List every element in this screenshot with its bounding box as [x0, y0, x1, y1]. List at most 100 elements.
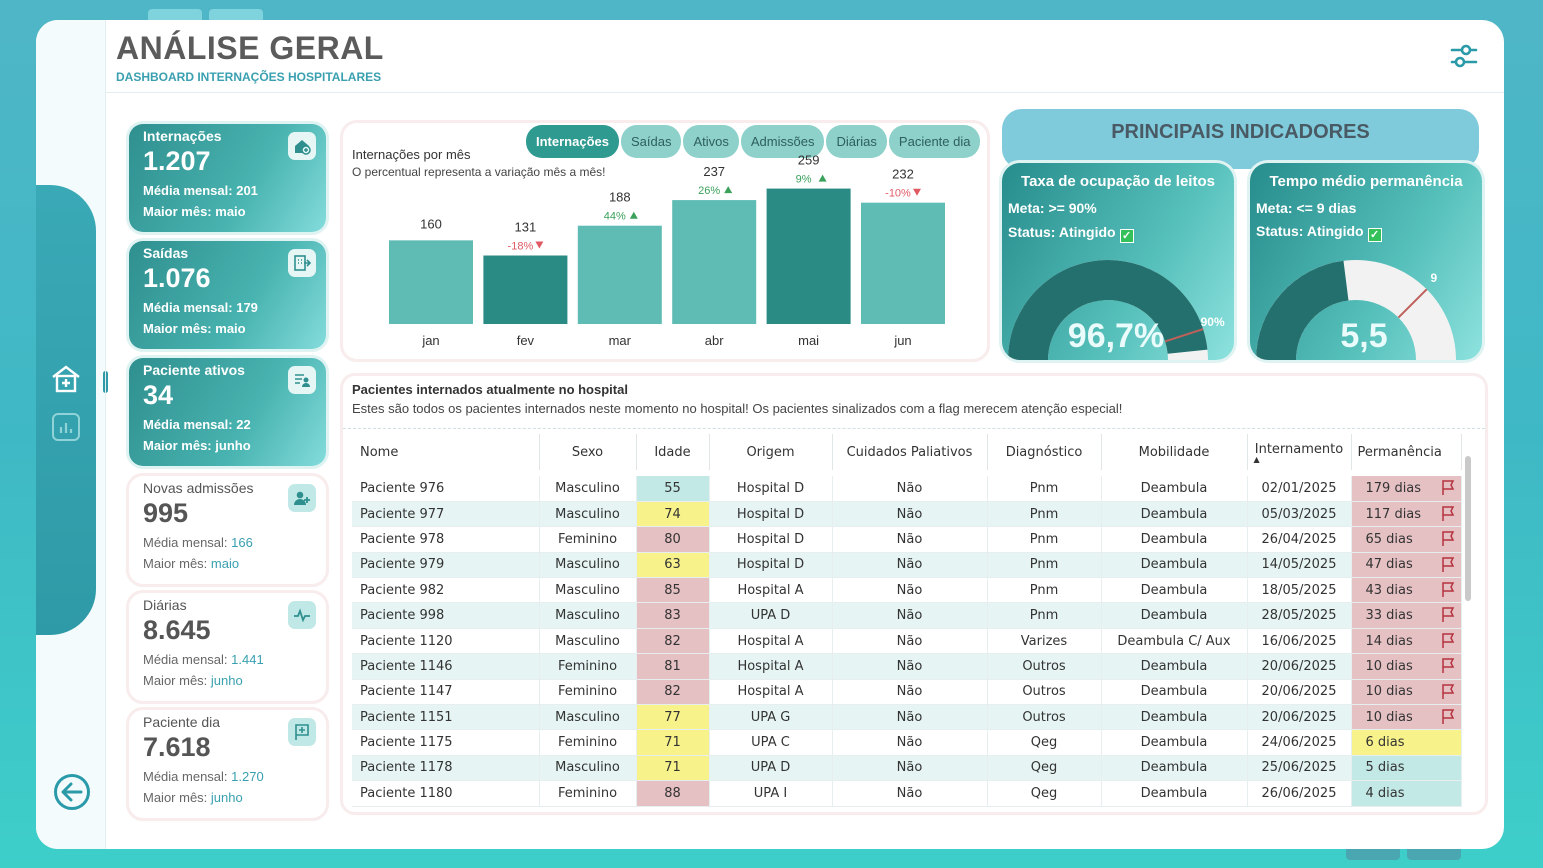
kpi-value: 8.645: [143, 615, 211, 645]
table-title: Pacientes internados atualmente no hospi…: [352, 382, 628, 397]
table-row[interactable]: Paciente 1120 Masculino 82 Hospital A Não Var…: [352, 628, 1462, 655]
kpi-value: 1.207: [143, 146, 211, 176]
table-row[interactable]: Paciente 979 Masculino 63 Hospital D Não Pnm D…: [352, 552, 1462, 579]
cell-intern: 20/06/2025: [1247, 653, 1352, 680]
column-header[interactable]: Diagnóstico: [987, 434, 1102, 470]
cell-origem: Hospital A: [709, 679, 833, 706]
cell-idade: 74: [636, 501, 710, 528]
table-row[interactable]: Paciente 982 Masculino 85 Hospital A Não Pnm D…: [352, 577, 1462, 604]
scrollbar[interactable]: [1465, 456, 1471, 601]
bar-mai[interactable]: [766, 188, 851, 324]
cell-mob: Deambula: [1101, 526, 1248, 553]
permanencia-value: 65 dias: [1365, 531, 1413, 547]
cell-cp: Não: [832, 653, 988, 680]
tab-admissoes[interactable]: Admissões: [740, 125, 825, 158]
permanencia-value: 10 dias: [1365, 658, 1413, 674]
tab-diarias[interactable]: Diárias: [826, 125, 887, 158]
table-row[interactable]: Paciente 998 Masculino 83 UPA D Não Pnm Deambu…: [352, 602, 1462, 629]
cell-mob: Deambula: [1101, 755, 1248, 782]
cell-diag: Outros: [987, 704, 1102, 731]
cell-origem: UPA D: [709, 602, 833, 629]
gauge-title: Tempo médio permanência: [1269, 173, 1463, 190]
cell-mob: Deambula: [1101, 552, 1248, 579]
cell-cp: Não: [832, 755, 988, 782]
gauge-fill: [1256, 260, 1349, 360]
table-row[interactable]: Paciente 977 Masculino 74 Hospital D Não Pnm D…: [352, 501, 1462, 528]
cell-idade: 63: [636, 552, 710, 579]
bar-abr[interactable]: [672, 200, 757, 324]
bar-chart-icon[interactable]: [50, 411, 82, 443]
table-row[interactable]: Paciente 976 Masculino 55 Hospital D Não Pnm D…: [352, 476, 1462, 502]
gauge-card-ocupacao[interactable]: Taxa de ocupação de leitos Meta: >= 90% …: [1002, 163, 1234, 360]
column-header[interactable]: Nome: [352, 434, 540, 470]
kpi-card-paciente-dia[interactable]: Paciente dia 7.618 Média mensal: 1.270 M…: [129, 710, 326, 818]
tab-ativos[interactable]: Ativos: [683, 125, 739, 158]
bar-fev[interactable]: [483, 255, 568, 324]
kpi-card-saidas[interactable]: Saídas 1.076 Média mensal: 179 Maior mês…: [129, 241, 326, 349]
kpi-media-label: Média mensal:: [143, 183, 233, 198]
hospital-icon[interactable]: [50, 363, 82, 395]
patients-table: Nome Sexo Idade Origem Cuidados Paliativ…: [352, 434, 1462, 807]
cell-nome: Paciente 976: [352, 476, 540, 502]
cell-sexo: Masculino: [539, 501, 637, 528]
settings-sliders-icon[interactable]: [1446, 40, 1482, 72]
column-header[interactable]: Cuidados Paliativos: [832, 434, 988, 470]
cell-diag: Pnm: [987, 526, 1102, 553]
bar-mar[interactable]: [577, 225, 662, 324]
checkmark-icon: ✓: [1119, 229, 1134, 243]
table-row[interactable]: Paciente 1178 Masculino 71 UPA D Não Qeg Deamb…: [352, 755, 1462, 782]
column-header[interactable]: Idade: [636, 434, 710, 470]
column-header[interactable]: Sexo: [539, 434, 637, 470]
kpi-maior: Maior mês: maio: [143, 204, 312, 219]
cell-origem: Hospital D: [709, 552, 833, 579]
variation-label: -10%: [885, 188, 911, 200]
tab-paciente-dia[interactable]: Paciente dia: [888, 125, 981, 158]
table-row[interactable]: Paciente 1147 Feminino 82 Hospital A Não Outr…: [352, 679, 1462, 706]
kpi-maior-value: maio: [210, 556, 240, 571]
kpi-card-pacientes-ativos[interactable]: Paciente ativos 34 Média mensal: 22 Maio…: [129, 358, 326, 466]
cell-diag: Qeg: [987, 729, 1102, 756]
cell-nome: Paciente 998: [352, 602, 540, 629]
gauge-meta-label: Meta:: [1256, 200, 1293, 216]
bar-jun[interactable]: [861, 202, 945, 324]
divider: [105, 20, 106, 849]
column-header[interactable]: Mobilidade: [1101, 434, 1248, 470]
cell-origem: UPA D: [709, 755, 833, 782]
cell-cp: Não: [832, 780, 988, 807]
column-header[interactable]: Origem: [709, 434, 833, 470]
table-row[interactable]: Paciente 1151 Masculino 77 UPA G Não Outros De…: [352, 704, 1462, 731]
column-header[interactable]: Permanência: [1351, 434, 1462, 470]
tab-internacoes[interactable]: Internações: [526, 125, 619, 158]
kpi-media-value: 1.441: [231, 652, 264, 667]
kpi-card-novas-admissoes[interactable]: Novas admissões 995 Média mensal: 166 Ma…: [129, 476, 326, 584]
data-label: 259: [798, 153, 820, 168]
cell-sexo: Masculino: [539, 552, 637, 579]
back-arrow-icon[interactable]: [53, 773, 91, 811]
kpi-card-diarias[interactable]: Diárias 8.645 Média mensal: 1.441 Maior …: [129, 593, 326, 701]
gauge-card-permanencia[interactable]: Tempo médio permanência Meta: <= 9 dias …: [1250, 163, 1482, 360]
bar-jan[interactable]: [389, 240, 473, 324]
cell-intern: 26/04/2025: [1247, 526, 1352, 553]
table-row[interactable]: Paciente 978 Feminino 80 Hospital D Não Pnm De…: [352, 526, 1462, 553]
divider: [106, 92, 1504, 93]
table-row[interactable]: Paciente 1146 Feminino 81 Hospital A Não Outr…: [352, 653, 1462, 680]
kpi-maior: Maior mês: junho: [143, 673, 312, 688]
kpi-maior-label: Maior mês:: [143, 204, 212, 219]
dashboard-frame: ANÁLISE GERAL DASHBOARD INTERNAÇÕES HOSP…: [36, 20, 1504, 849]
variation-label: 9%: [796, 174, 812, 186]
column-header-label: Internamento: [1254, 441, 1344, 457]
kpi-card-internacoes[interactable]: Internações 1.207 Média mensal: 201 Maio…: [129, 124, 326, 232]
tab-saidas[interactable]: Saídas: [620, 125, 682, 158]
cell-perm: 5 dias: [1351, 755, 1462, 782]
cell-intern: 16/06/2025: [1247, 628, 1352, 655]
table-row[interactable]: Paciente 1175 Feminino 71 UPA C Não Qeg Deambu…: [352, 729, 1462, 756]
cell-sexo: Feminino: [539, 780, 637, 807]
table-row[interactable]: Paciente 1180 Feminino 88 UPA I Não Qeg Deambu…: [352, 780, 1462, 807]
cell-origem: Hospital D: [709, 476, 833, 502]
gauge-title: Taxa de ocupação de leitos: [1021, 173, 1215, 190]
flag-icon: [1441, 556, 1454, 572]
cell-perm: 10 dias: [1351, 679, 1462, 706]
column-header-sorted[interactable]: Internamento ▲: [1247, 434, 1352, 470]
cell-cp: Não: [832, 552, 988, 579]
flag-icon: [1441, 633, 1454, 648]
